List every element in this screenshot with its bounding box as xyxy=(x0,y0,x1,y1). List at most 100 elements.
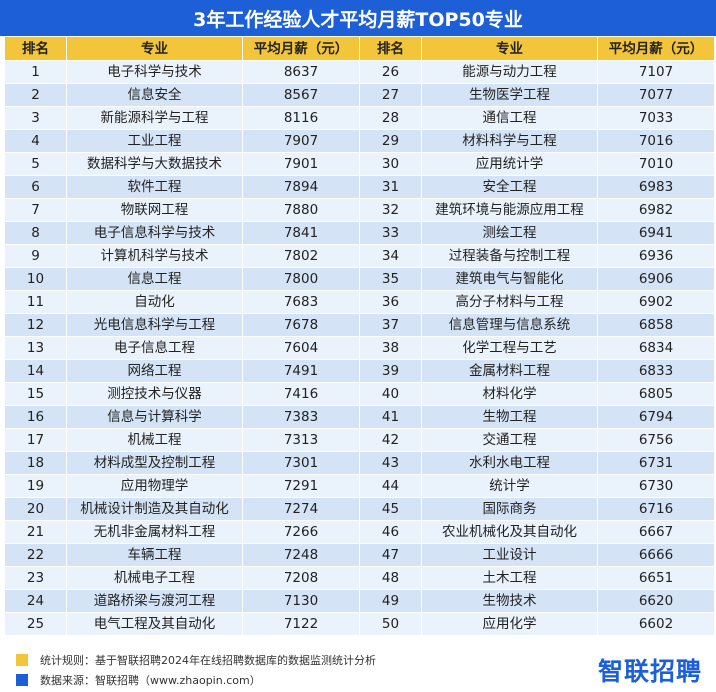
major-cell-right: 工业设计 xyxy=(421,543,598,567)
salary-cell-right: 6666 xyxy=(597,543,715,567)
rank-cell-right: 44 xyxy=(359,474,422,498)
rank-cell-right: 34 xyxy=(359,244,422,268)
footer-source-text: 数据来源：智联招聘（www.zhaopin.com） xyxy=(40,674,261,687)
table-row: 12 光电信息科学与工程 7678 37 信息管理与信息系统 6858 xyxy=(4,313,715,337)
rank-cell-left: 11 xyxy=(4,290,67,314)
major-cell-left: 自动化 xyxy=(66,290,243,314)
yellow-square-icon xyxy=(16,654,28,666)
major-cell-left: 材料成型及控制工程 xyxy=(66,451,243,475)
table-row: 11 自动化 7683 36 高分子材料与工程 6902 xyxy=(4,290,715,314)
major-cell-left: 网络工程 xyxy=(66,359,243,383)
rank-cell-right: 46 xyxy=(359,520,422,544)
salary-cell-right: 6716 xyxy=(597,497,715,521)
rank-cell-left: 5 xyxy=(4,152,67,176)
footer-source-line: 数据来源：智联招聘（www.zhaopin.com） xyxy=(16,672,261,688)
salary-cell-left: 7208 xyxy=(242,566,360,590)
major-cell-right: 信息管理与信息系统 xyxy=(421,313,598,337)
table-row: 4 工业工程 7907 29 材料科学与工程 7016 xyxy=(4,129,715,153)
rank-cell-left: 14 xyxy=(4,359,67,383)
major-cell-left: 电子科学与技术 xyxy=(66,60,243,84)
salary-cell-right: 6756 xyxy=(597,428,715,452)
salary-cell-left: 7802 xyxy=(242,244,360,268)
table-row: 15 测控技术与仪器 7416 40 材料化学 6805 xyxy=(4,382,715,406)
header-major-right: 专业 xyxy=(421,36,598,61)
table-row: 3 新能源科学与工程 8116 28 通信工程 7033 xyxy=(4,106,715,130)
major-cell-right: 统计学 xyxy=(421,474,598,498)
major-cell-left: 机械设计制造及其自动化 xyxy=(66,497,243,521)
salary-cell-left: 7291 xyxy=(242,474,360,498)
major-cell-right: 交通工程 xyxy=(421,428,598,452)
major-cell-right: 国际商务 xyxy=(421,497,598,521)
salary-cell-left: 8637 xyxy=(242,60,360,84)
rank-cell-left: 18 xyxy=(4,451,67,475)
rank-cell-left: 23 xyxy=(4,566,67,590)
major-cell-right: 通信工程 xyxy=(421,106,598,130)
major-cell-left: 车辆工程 xyxy=(66,543,243,567)
salary-cell-right: 6651 xyxy=(597,566,715,590)
footer-rule-text: 统计规则：基于智联招聘2024年在线招聘数据库的数据监测统计分析 xyxy=(40,654,376,667)
rank-cell-right: 35 xyxy=(359,267,422,291)
rank-cell-left: 25 xyxy=(4,612,67,636)
rank-cell-left: 19 xyxy=(4,474,67,498)
rank-cell-left: 1 xyxy=(4,60,67,84)
salary-cell-left: 7491 xyxy=(242,359,360,383)
rank-cell-right: 31 xyxy=(359,175,422,199)
major-cell-left: 软件工程 xyxy=(66,175,243,199)
major-cell-right: 材料化学 xyxy=(421,382,598,406)
salary-cell-left: 8567 xyxy=(242,83,360,107)
rank-cell-right: 26 xyxy=(359,60,422,84)
rank-cell-left: 7 xyxy=(4,198,67,222)
table-row: 6 软件工程 7894 31 安全工程 6983 xyxy=(4,175,715,199)
major-cell-left: 计算机科学与技术 xyxy=(66,244,243,268)
salary-cell-left: 7880 xyxy=(242,198,360,222)
major-cell-right: 生物技术 xyxy=(421,589,598,613)
table-row: 17 机械工程 7313 42 交通工程 6756 xyxy=(4,428,715,452)
rank-cell-left: 24 xyxy=(4,589,67,613)
salary-cell-right: 6983 xyxy=(597,175,715,199)
salary-cell-right: 6730 xyxy=(597,474,715,498)
major-cell-left: 道路桥梁与渡河工程 xyxy=(66,589,243,613)
header-salary-left: 平均月薪（元） xyxy=(242,36,360,61)
salary-cell-left: 7122 xyxy=(242,612,360,636)
salary-cell-left: 7383 xyxy=(242,405,360,429)
table-row: 13 电子信息工程 7604 38 化学工程与工艺 6834 xyxy=(4,336,715,360)
salary-cell-left: 7604 xyxy=(242,336,360,360)
major-cell-left: 物联网工程 xyxy=(66,198,243,222)
table-row: 8 电子信息科学与技术 7841 33 测绘工程 6941 xyxy=(4,221,715,245)
major-cell-left: 电气工程及其自动化 xyxy=(66,612,243,636)
rank-cell-right: 28 xyxy=(359,106,422,130)
major-cell-right: 建筑电气与智能化 xyxy=(421,267,598,291)
salary-cell-right: 7077 xyxy=(597,83,715,107)
table-row: 7 物联网工程 7880 32 建筑环境与能源应用工程 6982 xyxy=(4,198,715,222)
rank-cell-right: 33 xyxy=(359,221,422,245)
major-cell-right: 应用统计学 xyxy=(421,152,598,176)
major-cell-right: 农业机械化及其自动化 xyxy=(421,520,598,544)
header-rank-right: 排名 xyxy=(359,36,422,61)
salary-cell-right: 6858 xyxy=(597,313,715,337)
salary-cell-left: 7416 xyxy=(242,382,360,406)
rank-cell-left: 6 xyxy=(4,175,67,199)
rank-cell-left: 3 xyxy=(4,106,67,130)
salary-cell-right: 6936 xyxy=(597,244,715,268)
salary-cell-right: 7107 xyxy=(597,60,715,84)
table-row: 24 道路桥梁与渡河工程 7130 49 生物技术 6620 xyxy=(4,589,715,613)
salary-cell-right: 6941 xyxy=(597,221,715,245)
salary-cell-right: 6602 xyxy=(597,612,715,636)
rank-cell-left: 4 xyxy=(4,129,67,153)
salary-cell-right: 6982 xyxy=(597,198,715,222)
rank-cell-right: 38 xyxy=(359,336,422,360)
rank-cell-left: 13 xyxy=(4,336,67,360)
salary-cell-right: 7010 xyxy=(597,152,715,176)
table-row: 2 信息安全 8567 27 生物医学工程 7077 xyxy=(4,83,715,107)
salary-cell-left: 7301 xyxy=(242,451,360,475)
major-cell-right: 过程装备与控制工程 xyxy=(421,244,598,268)
salary-cell-left: 8116 xyxy=(242,106,360,130)
table-row: 21 无机非金属材料工程 7266 46 农业机械化及其自动化 6667 xyxy=(4,520,715,544)
salary-cell-left: 7907 xyxy=(242,129,360,153)
major-cell-right: 化学工程与工艺 xyxy=(421,336,598,360)
footer: 统计规则：基于智联招聘2024年在线招聘数据库的数据监测统计分析 数据来源：智联… xyxy=(16,652,706,688)
chart-title: 3年工作经验人才平均月薪TOP50专业 xyxy=(0,0,716,36)
rank-cell-left: 12 xyxy=(4,313,67,337)
salary-cell-left: 7313 xyxy=(242,428,360,452)
salary-cell-left: 7841 xyxy=(242,221,360,245)
